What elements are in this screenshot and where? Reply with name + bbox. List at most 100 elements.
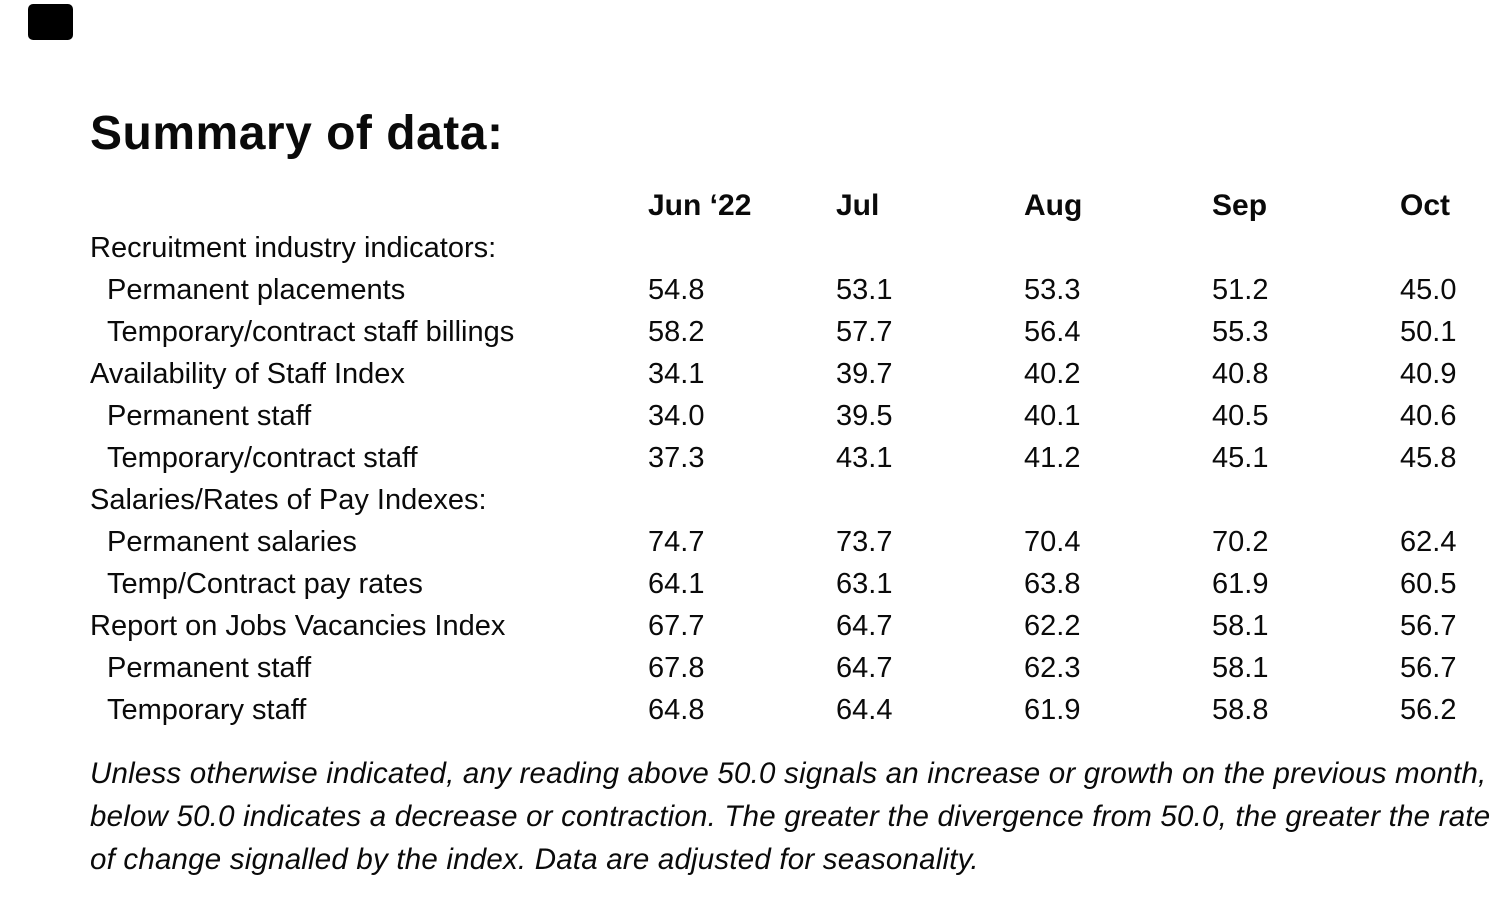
- table-row: Permanent staff 34.0 39.5 40.1 40.5 40.6: [90, 395, 1500, 437]
- cell-value: 40.2: [1024, 358, 1081, 390]
- cell-value: 40.8: [1212, 358, 1269, 390]
- cell-value: 64.8: [648, 694, 705, 726]
- cell-value: 56.2: [1400, 694, 1457, 726]
- cell-value: 63.1: [836, 568, 893, 600]
- cell-value: 55.3: [1212, 316, 1269, 348]
- cell-value: 40.9: [1400, 358, 1457, 390]
- corner-mark: [28, 4, 73, 40]
- row-label: Report on Jobs Vacancies Index: [90, 610, 506, 642]
- table-row: Salaries/Rates of Pay Indexes:: [90, 479, 1500, 521]
- cell-value: [1024, 479, 1212, 521]
- cell-value: 50.1: [1400, 316, 1457, 348]
- table-row: Temp/Contract pay rates 64.1 63.1 63.8 6…: [90, 563, 1500, 605]
- cell-value: [1400, 227, 1500, 269]
- cell-value: 63.8: [1024, 568, 1081, 600]
- cell-value: [1212, 479, 1400, 521]
- cell-value: 62.3: [1024, 652, 1081, 684]
- row-label: Recruitment industry indicators:: [90, 232, 497, 264]
- summary-table: Jun ‘22 Jul Aug Sep Oct Recruitment indu…: [90, 185, 1500, 731]
- cell-value: 67.7: [648, 610, 705, 642]
- cell-value: 53.3: [1024, 274, 1081, 306]
- cell-value: 64.7: [836, 652, 893, 684]
- cell-value: 34.0: [648, 400, 705, 432]
- cell-value: 58.8: [1212, 694, 1269, 726]
- cell-value: 37.3: [648, 442, 705, 474]
- cell-value: 45.8: [1400, 442, 1457, 474]
- row-label: Permanent salaries: [107, 526, 357, 558]
- cell-value: 56.7: [1400, 610, 1457, 642]
- cell-value: 34.1: [648, 358, 705, 390]
- cell-value: 40.6: [1400, 400, 1457, 432]
- row-label: Temporary/contract staff billings: [107, 316, 515, 348]
- column-header-oct: Oct: [1400, 189, 1451, 222]
- cell-value: 41.2: [1024, 442, 1081, 474]
- footnote-line: of change signalled by the index. Data a…: [90, 843, 979, 876]
- cell-value: 43.1: [836, 442, 893, 474]
- cell-value: [648, 227, 836, 269]
- row-label: Permanent staff: [107, 400, 312, 432]
- cell-value: 70.2: [1212, 526, 1269, 558]
- footnote-line: below 50.0 indicates a decrease or contr…: [90, 800, 1491, 833]
- table-row: Permanent placements 54.8 53.1 53.3 51.2…: [90, 269, 1500, 311]
- row-label: Temp/Contract pay rates: [107, 568, 423, 600]
- cell-value: 67.8: [648, 652, 705, 684]
- cell-value: 58.1: [1212, 652, 1269, 684]
- footnote-line: Unless otherwise indicated, any reading …: [90, 757, 1487, 790]
- table-body: Recruitment industry indicators: Permane…: [90, 227, 1500, 731]
- row-label: Permanent placements: [107, 274, 406, 306]
- table-row: Permanent salaries 74.7 73.7 70.4 70.2 6…: [90, 521, 1500, 563]
- cell-value: 39.5: [836, 400, 893, 432]
- column-header-sep: Sep: [1212, 189, 1268, 222]
- cell-value: 40.1: [1024, 400, 1081, 432]
- cell-value: [836, 227, 1024, 269]
- cell-value: 74.7: [648, 526, 705, 558]
- cell-value: [836, 479, 1024, 521]
- column-header-jun22: Jun ‘22: [648, 189, 752, 222]
- column-header-jul: Jul: [836, 189, 880, 222]
- header-row: Jun ‘22 Jul Aug Sep Oct: [90, 185, 1500, 227]
- cell-value: [1024, 227, 1212, 269]
- cell-value: 51.2: [1212, 274, 1269, 306]
- cell-value: 64.1: [648, 568, 705, 600]
- table-row: Availability of Staff Index 34.1 39.7 40…: [90, 353, 1500, 395]
- cell-value: 45.1: [1212, 442, 1269, 474]
- cell-value: 73.7: [836, 526, 893, 558]
- cell-value: 62.4: [1400, 526, 1457, 558]
- table-row: Temporary/contract staff 37.3 43.1 41.2 …: [90, 437, 1500, 479]
- page-title: Summary of data:: [90, 107, 504, 161]
- table-row: Temporary/contract staff billings 58.2 5…: [90, 311, 1500, 353]
- cell-value: [648, 479, 836, 521]
- cell-value: 40.5: [1212, 400, 1269, 432]
- column-header-aug: Aug: [1024, 189, 1083, 222]
- table-row: Report on Jobs Vacancies Index 67.7 64.7…: [90, 605, 1500, 647]
- cell-value: 64.4: [836, 694, 893, 726]
- row-label: Temporary staff: [107, 694, 307, 726]
- cell-value: 61.9: [1024, 694, 1081, 726]
- cell-value: [1400, 479, 1500, 521]
- cell-value: 45.0: [1400, 274, 1457, 306]
- cell-value: 53.1: [836, 274, 893, 306]
- cell-value: 62.2: [1024, 610, 1081, 642]
- cell-value: 39.7: [836, 358, 893, 390]
- cell-value: 54.8: [648, 274, 705, 306]
- footnote: Unless otherwise indicated, any reading …: [90, 752, 1491, 881]
- row-label: Permanent staff: [107, 652, 312, 684]
- table-row: Recruitment industry indicators:: [90, 227, 1500, 269]
- cell-value: 57.7: [836, 316, 893, 348]
- cell-value: 64.7: [836, 610, 893, 642]
- table-row: Temporary staff 64.8 64.4 61.9 58.8 56.2: [90, 689, 1500, 731]
- row-label: Availability of Staff Index: [90, 358, 405, 390]
- table-row: Permanent staff 67.8 64.7 62.3 58.1 56.7: [90, 647, 1500, 689]
- cell-value: 58.2: [648, 316, 705, 348]
- cell-value: [1212, 227, 1400, 269]
- cell-value: 58.1: [1212, 610, 1269, 642]
- column-header-blank: [90, 185, 648, 227]
- cell-value: 60.5: [1400, 568, 1457, 600]
- cell-value: 56.4: [1024, 316, 1081, 348]
- row-label: Salaries/Rates of Pay Indexes:: [90, 484, 487, 516]
- cell-value: 61.9: [1212, 568, 1269, 600]
- cell-value: 56.7: [1400, 652, 1457, 684]
- row-label: Temporary/contract staff: [107, 442, 418, 474]
- cell-value: 70.4: [1024, 526, 1081, 558]
